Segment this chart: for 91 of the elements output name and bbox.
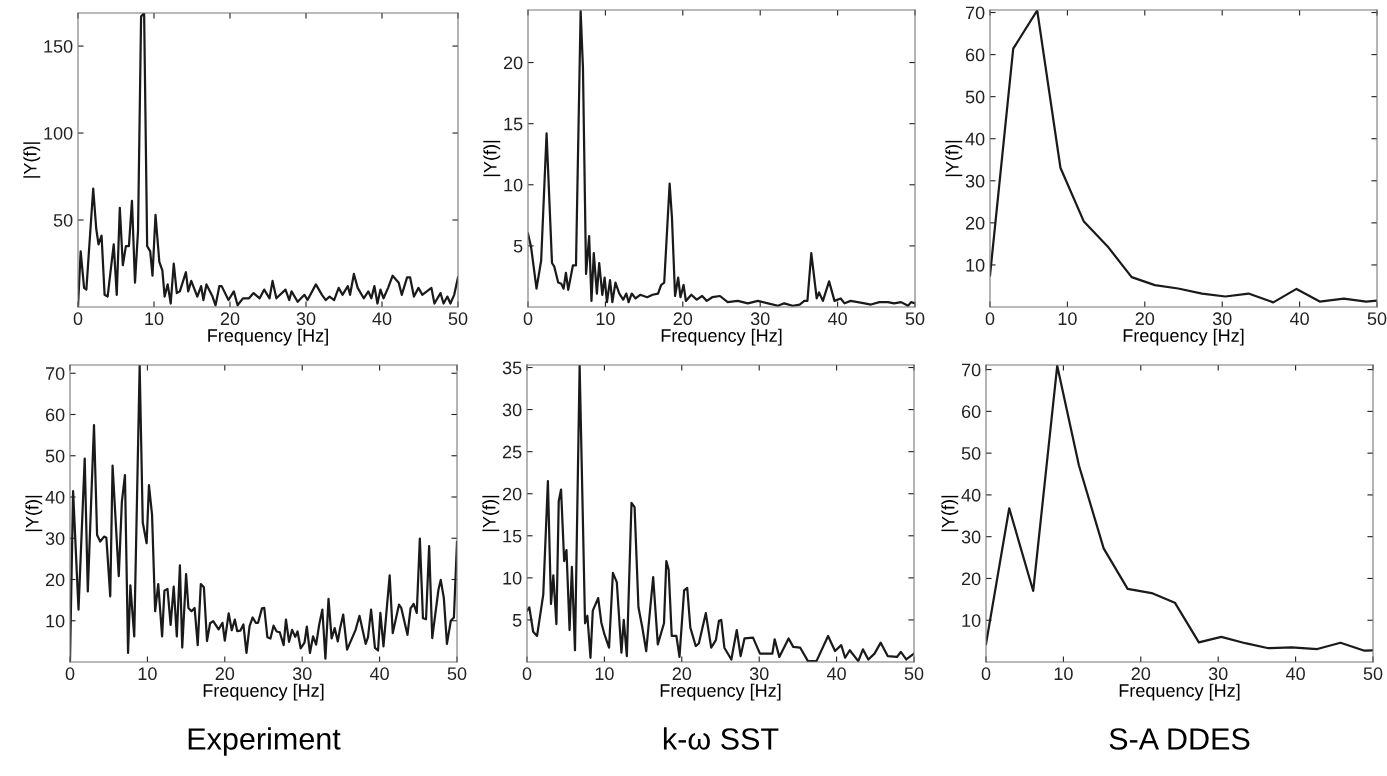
y-axis-title: |Y(f)| [23,142,41,178]
x-tick-label: 30 [1208,667,1228,681]
x-tick-label: 50 [1367,312,1387,326]
y-tick-label: 50 [45,449,65,463]
line-series [528,10,915,307]
x-tick-label: 40 [1289,312,1309,326]
y-tick-label: 60 [45,408,65,422]
x-tick-label: 0 [523,312,533,326]
x-tick-label: 0 [65,667,75,681]
x-axis-title: Frequency [Hz] [1119,683,1240,701]
x-tick-label: 50 [904,667,924,681]
y-tick-label: 70 [45,367,65,380]
x-axis-title: Frequency [Hz] [660,683,781,701]
y-tick-label: 50 [965,90,985,104]
y-tick-label: 5 [512,614,522,627]
x-tick-label: 20 [1131,667,1151,681]
x-tick-label: 50 [905,312,925,326]
y-axis-title: |Y(f)| [483,140,501,177]
y-tick-label: 40 [961,488,981,502]
x-tick-label: 10 [138,667,157,681]
x-axis-title: Frequency [Hz] [1123,328,1244,346]
x-axis-title: Frequency [Hz] [203,683,324,701]
x-axis-title: Frequency [Hz] [661,328,782,346]
y-tick-label: 15 [503,529,522,543]
x-tick-label: 20 [673,312,693,326]
y-axis-title: |Y(f)| [945,140,963,177]
x-tick-label: 0 [981,667,991,681]
y-tick-label: 35 [502,361,522,375]
x-tick-label: 10 [596,312,615,326]
x-tick-label: 0 [522,667,532,681]
line-series [70,365,457,662]
y-tick-label: 40 [45,490,65,504]
x-tick-label: 40 [1285,667,1305,681]
x-tick-label: 30 [296,312,316,326]
x-tick-label: 20 [1135,312,1155,326]
text: k-ω SST [663,727,779,750]
x-tick-label: 30 [750,312,770,326]
y-tick-label: 10 [504,178,523,192]
text: Experiment [188,727,341,756]
line-series [527,365,914,662]
x-tick-label: 20 [220,312,240,326]
x-tick-label: 0 [985,312,995,326]
y-tick-label: 10 [966,258,985,272]
y-tick-label: 25 [502,445,522,459]
y-tick-label: 50 [961,447,981,460]
x-tick-label: 50 [447,667,467,681]
y-tick-label: 15 [504,117,523,131]
y-tick-label: 20 [961,572,981,586]
x-tick-label: 10 [1054,667,1073,681]
y-tick-label: 100 [44,126,73,140]
x-tick-label: 10 [145,312,164,326]
y-axis-title: |Y(f)| [25,495,43,532]
y-tick-label: 20 [965,216,985,230]
y-tick-label: 30 [45,532,65,545]
x-tick-label: 40 [827,312,847,326]
y-tick-label: 10 [962,614,981,627]
y-tick-label: 30 [965,174,985,188]
x-tick-label: 50 [448,312,468,326]
text: S-A DDES [1109,728,1250,750]
x-tick-label: 10 [595,667,614,681]
y-tick-label: 30 [961,530,981,544]
x-tick-label: 40 [369,667,389,681]
x-tick-label: 50 [1363,667,1383,681]
y-tick-label: 60 [961,405,981,419]
y-tick-label: 150 [44,39,73,53]
line-series [78,13,458,307]
y-tick-label: 5 [513,240,523,253]
x-tick-label: 40 [372,312,392,326]
line-series [990,10,1377,304]
x-axis-title: Frequency [Hz] [208,328,328,346]
x-tick-label: 40 [826,667,846,681]
y-axis-title: |Y(f)| [941,495,959,532]
y-tick-label: 20 [45,573,65,587]
y-tick-label: 30 [502,403,522,417]
x-tick-label: 30 [1212,312,1232,326]
y-tick-label: 20 [502,487,522,501]
x-tick-label: 10 [1058,312,1077,326]
x-tick-label: 30 [749,667,769,681]
y-tick-label: 50 [53,213,73,227]
y-tick-label: 60 [965,48,985,62]
y-tick-label: 10 [46,614,65,628]
y-tick-label: 10 [503,571,522,585]
x-tick-label: 20 [215,667,235,681]
y-tick-label: 20 [503,56,523,70]
y-tick-label: 70 [965,6,985,20]
x-tick-label: 0 [73,312,83,326]
x-tick-label: 20 [672,667,692,681]
y-axis-title: |Y(f)| [482,495,500,532]
y-tick-label: 70 [961,363,981,377]
x-tick-label: 30 [292,667,312,681]
y-tick-label: 40 [965,132,985,146]
